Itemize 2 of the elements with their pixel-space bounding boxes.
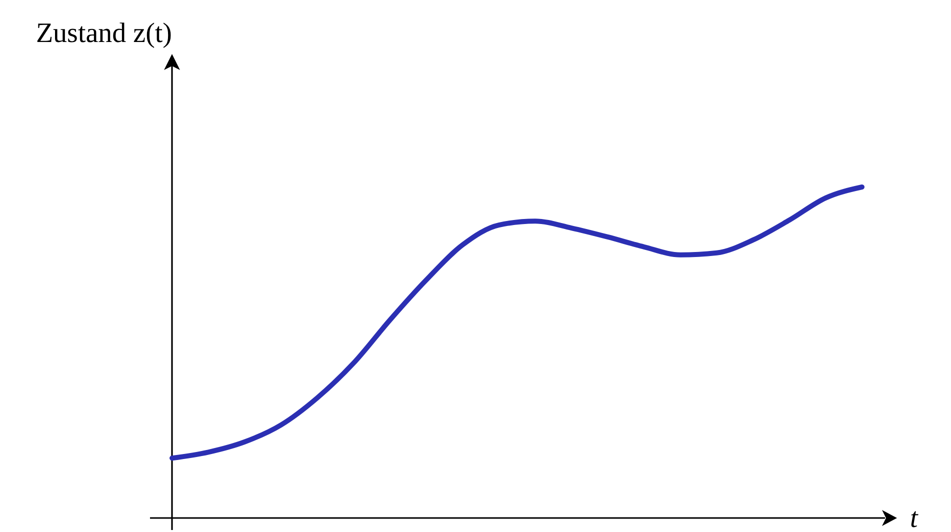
y-axis-title: Zustand z(t) (36, 18, 172, 49)
x-axis-title: t (910, 503, 919, 532)
